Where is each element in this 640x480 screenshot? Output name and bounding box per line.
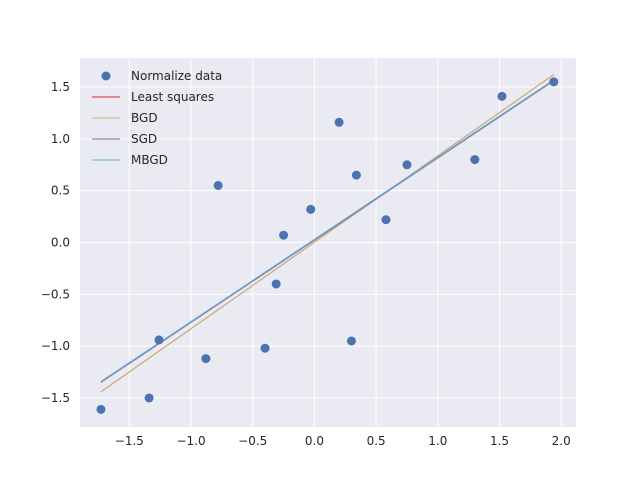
legend-label-mbgd: MBGD: [131, 153, 168, 167]
grid: [80, 58, 576, 427]
data-point-10: [346, 336, 356, 346]
data-point-7: [279, 230, 289, 240]
data-point-14: [470, 155, 480, 165]
data-point-5: [260, 343, 270, 353]
legend-label-sgd: SGD: [131, 132, 157, 146]
series-line-sgd: [100, 80, 555, 383]
data-point-1: [144, 393, 154, 403]
x-tick-label: −1.5: [115, 434, 144, 448]
y-tick-label: 1.5: [51, 80, 70, 94]
data-point-2: [154, 335, 164, 345]
legend-label-normalize-data: Normalize data: [131, 69, 222, 83]
series-line-mbgd: [100, 79, 555, 382]
data-point-4: [213, 180, 223, 190]
legend-label-least-squares: Least squares: [131, 90, 214, 104]
data-point-12: [381, 215, 391, 225]
y-tick-label: −1.5: [41, 391, 70, 405]
x-tick-label: 1.0: [428, 434, 447, 448]
series-lines: [100, 74, 555, 393]
x-tick-label: 0.0: [305, 434, 324, 448]
y-tick-label: −0.5: [41, 287, 70, 301]
data-point-15: [497, 91, 507, 101]
scatter-points: [96, 77, 559, 414]
x-tick-label: −1.0: [176, 434, 205, 448]
data-point-8: [306, 204, 316, 214]
data-point-6: [271, 279, 281, 289]
data-point-13: [402, 160, 412, 170]
data-point-16: [549, 77, 559, 87]
data-point-11: [351, 170, 361, 180]
y-tick-label: −1.0: [41, 339, 70, 353]
x-tick-label: −0.5: [238, 434, 267, 448]
x-axis-ticks: −1.5 −1.0 −0.5 0.0 0.5 1.0 1.5 2.0: [115, 434, 571, 448]
y-tick-label: 0.5: [51, 184, 70, 198]
series-line-bgd: [100, 74, 555, 393]
x-tick-label: 1.5: [490, 434, 509, 448]
data-point-3: [201, 354, 211, 364]
data-point-0: [96, 404, 106, 414]
legend-marker-normalize-data: [101, 71, 111, 81]
legend-label-bgd: BGD: [131, 111, 158, 125]
y-axis-ticks: −1.5 −1.0 −0.5 0.0 0.5 1.0 1.5: [41, 80, 70, 405]
data-point-9: [334, 117, 344, 127]
x-tick-label: 2.0: [552, 434, 571, 448]
x-tick-label: 0.5: [367, 434, 386, 448]
y-tick-label: 1.0: [51, 132, 70, 146]
y-tick-label: 0.0: [51, 236, 70, 250]
legend: Normalize data Least squares BGD SGD MBGD: [92, 69, 222, 167]
